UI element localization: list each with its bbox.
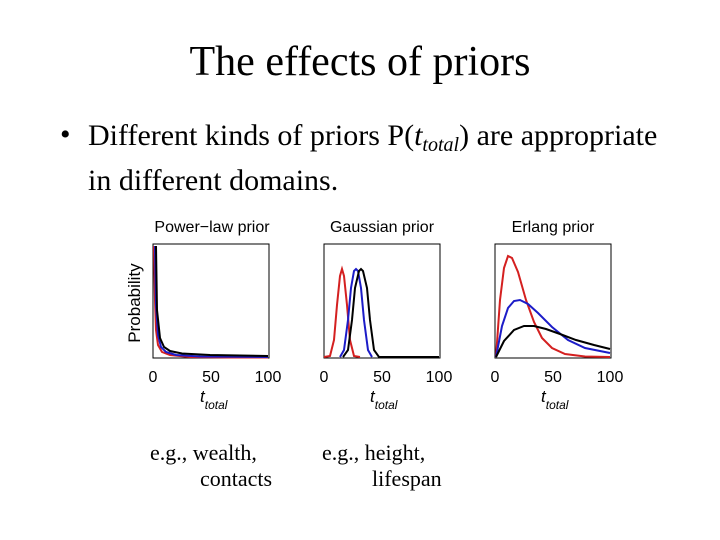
series-black-curve (342, 267, 439, 358)
x-axis-label-subscript: total (375, 398, 398, 412)
x-tick-label: 50 (373, 369, 391, 386)
x-tick-label: 0 (149, 369, 158, 386)
caption-power-law: e.g., wealth, contacts (150, 440, 272, 492)
x-axis-label: ttotal (541, 387, 569, 412)
series-red-curve (323, 265, 361, 358)
series-blue-curve (154, 245, 269, 358)
panel-title: Gaussian prior (330, 219, 435, 236)
panel-erlang: Erlang prior 0 50 100 ttotal (491, 219, 624, 412)
panel-title: Erlang prior (512, 219, 595, 236)
x-tick-label: 100 (255, 369, 282, 386)
plot-frame (494, 243, 612, 359)
x-axis-label: ttotal (200, 387, 228, 412)
y-axis-label: Probability (125, 263, 144, 343)
caption-line: contacts (200, 466, 273, 491)
series-red-curve (495, 254, 611, 358)
series-black-curve (495, 325, 611, 358)
slide-title: The effects of priors (189, 39, 531, 85)
bullet-text: Different kinds of priors P(ttotal) are … (88, 118, 688, 199)
series-blue-curve (339, 267, 373, 358)
panel-gaussian: Gaussian prior 0 50 100 ttotal (320, 219, 453, 412)
bullet-text-after: ) are appropriate in different domains. (88, 119, 658, 197)
plot-frame (323, 243, 441, 359)
series-blue-curve (495, 298, 611, 358)
bullet-text-before: Different kinds of priors P( (88, 119, 415, 152)
series-red-curve (153, 245, 268, 359)
series-black-curve (155, 245, 269, 357)
bullet-variable: t (414, 119, 423, 152)
bullet-variable-subscript: total (422, 134, 460, 156)
caption-line: e.g., height, (322, 440, 426, 465)
caption-gaussian: e.g., height, lifespan (322, 440, 442, 492)
panel-title: Power−law prior (154, 219, 270, 236)
caption-line: lifespan (372, 466, 442, 491)
x-tick-label: 100 (597, 369, 624, 386)
panel-power-law: Power−law prior 0 50 100 ttotal (149, 219, 282, 412)
plot-frame (152, 243, 270, 359)
x-tick-label: 100 (426, 369, 453, 386)
x-tick-label: 50 (202, 369, 220, 386)
x-axis-label-subscript: total (546, 398, 569, 412)
bullet-marker: • (60, 118, 71, 151)
x-axis-label-main: t (200, 387, 206, 406)
caption-line: e.g., wealth, (150, 440, 257, 465)
x-tick-label: 0 (320, 369, 329, 386)
x-tick-label: 50 (544, 369, 562, 386)
x-axis-label-subscript: total (205, 398, 228, 412)
x-tick-label: 0 (491, 369, 500, 386)
x-axis-label-main: t (541, 387, 547, 406)
x-axis-label: ttotal (370, 387, 398, 412)
x-axis-label-main: t (370, 387, 376, 406)
